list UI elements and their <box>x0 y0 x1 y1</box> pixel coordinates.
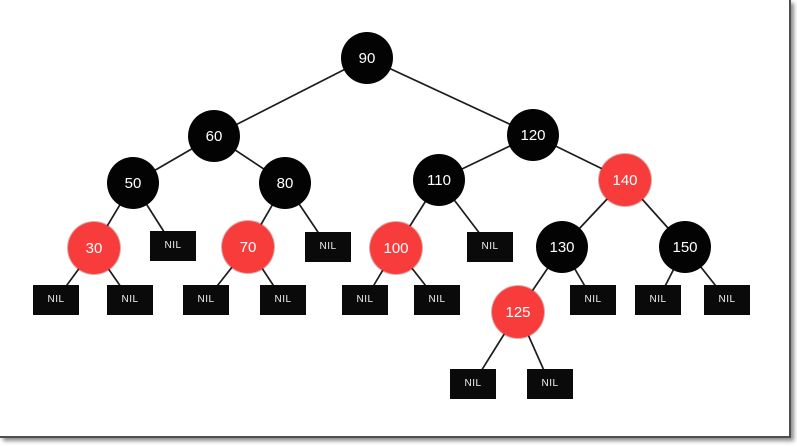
tree-edge <box>213 57 368 137</box>
tree-node-130: 130 <box>536 221 588 273</box>
tree-node-30: 30 <box>68 222 120 274</box>
nil-leaf-nil-70R: NIL <box>260 285 306 315</box>
page-sheet: 90 60 120 50 80 110 140 30 70 100 130 150 125 NIL NIL N… <box>0 0 791 438</box>
tree-node-110: 110 <box>413 154 465 206</box>
nil-leaf-nil-150R: NIL <box>704 285 750 315</box>
nil-leaf-nil-70L: NIL <box>183 285 229 315</box>
tree-node-90: 90 <box>341 32 393 84</box>
nil-leaf-nil-125R: NIL <box>527 369 573 399</box>
tree-node-140: 140 <box>599 154 651 206</box>
tree-node-layer: 90 60 120 50 80 110 140 30 70 100 130 150 125 NIL NIL N… <box>33 32 750 399</box>
tree-edge <box>366 57 534 136</box>
nil-leaf-nil-125L: NIL <box>450 369 496 399</box>
nil-leaf-nil-50R: NIL <box>150 231 196 261</box>
tree-node-70: 70 <box>222 221 274 273</box>
tree-node-150: 150 <box>659 221 711 273</box>
tree-node-125: 125 <box>492 286 544 338</box>
tree-node-100: 100 <box>370 222 422 274</box>
nil-leaf-nil-30L: NIL <box>33 285 79 315</box>
nil-leaf-nil-30R: NIL <box>107 285 153 315</box>
nil-leaf-nil-130R: NIL <box>570 285 616 315</box>
tree-node-50: 50 <box>107 157 159 209</box>
tree-node-60: 60 <box>188 110 240 162</box>
nil-leaf-nil-100L: NIL <box>342 285 388 315</box>
nil-leaf-nil-100R: NIL <box>414 285 460 315</box>
tree-node-80: 80 <box>259 157 311 209</box>
nil-leaf-nil-110R: NIL <box>467 232 513 262</box>
tree-node-120: 120 <box>507 109 559 161</box>
nil-leaf-nil-80R: NIL <box>305 232 351 262</box>
nil-leaf-nil-150L: NIL <box>635 285 681 315</box>
